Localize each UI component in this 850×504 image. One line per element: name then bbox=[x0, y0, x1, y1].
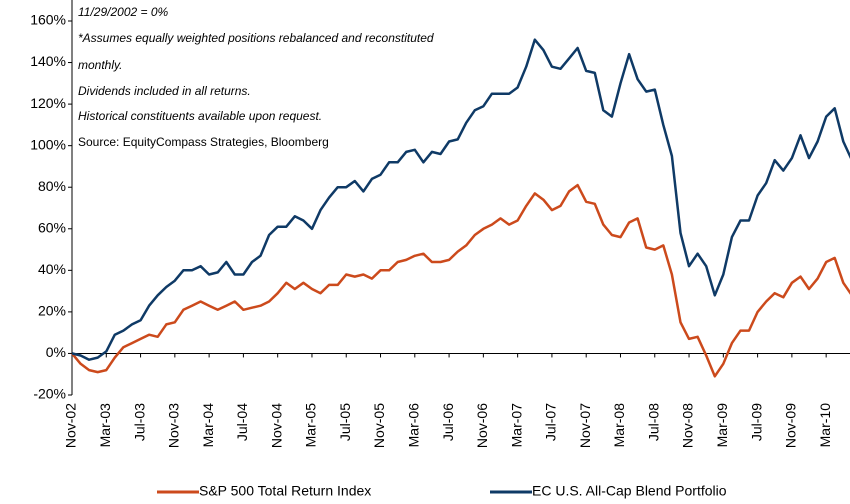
x-tick-label: Mar-08 bbox=[611, 403, 627, 448]
y-tick-label: 40% bbox=[38, 261, 66, 277]
x-tick-label: Mar-04 bbox=[200, 403, 216, 448]
y-tick-label: 140% bbox=[30, 53, 66, 69]
x-tick-label: Jul-09 bbox=[748, 403, 764, 441]
x-tick-label: Jul-07 bbox=[543, 403, 559, 441]
x-tick-label: Nov-03 bbox=[166, 403, 182, 448]
x-tick-label: Nov-05 bbox=[371, 403, 387, 448]
x-tick-label: Jul-04 bbox=[234, 403, 250, 441]
y-tick-label: 160% bbox=[30, 12, 66, 28]
annotation: Historical constituents available upon r… bbox=[78, 109, 322, 123]
y-tick-label: 20% bbox=[38, 303, 66, 319]
y-tick-label: 60% bbox=[38, 219, 66, 235]
y-tick-label: 0% bbox=[46, 344, 66, 360]
x-tick-label: Mar-09 bbox=[714, 403, 730, 448]
legend-label: S&P 500 Total Return Index bbox=[199, 483, 371, 499]
series-line bbox=[71, 183, 850, 378]
y-tick-label: -20% bbox=[33, 386, 66, 402]
annotation: *Assumes equally weighted positions reba… bbox=[78, 31, 434, 45]
x-tick-label: Mar-07 bbox=[508, 403, 524, 448]
y-tick-label: 100% bbox=[30, 136, 66, 152]
x-tick-label: Jul-05 bbox=[337, 403, 353, 441]
series-line bbox=[71, 38, 850, 361]
x-tick-label: Jul-08 bbox=[645, 403, 661, 441]
x-tick-label: Nov-09 bbox=[783, 403, 799, 448]
annotation: Dividends included in all returns. bbox=[78, 84, 251, 98]
x-tick-label: Nov-08 bbox=[680, 403, 696, 448]
x-tick-label: Mar-06 bbox=[406, 403, 422, 448]
y-tick-label: 80% bbox=[38, 178, 66, 194]
x-tick-label: Nov-07 bbox=[577, 403, 593, 448]
x-tick-label: Jul-06 bbox=[440, 403, 456, 441]
y-tick-label: 120% bbox=[30, 95, 66, 111]
annotation: monthly. bbox=[78, 58, 122, 72]
x-tick-label: Mar-03 bbox=[97, 403, 113, 448]
legend-label: EC U.S. All-Cap Blend Portfolio bbox=[532, 483, 727, 499]
x-tick-label: Jul-03 bbox=[131, 403, 147, 441]
x-tick-label: Mar-05 bbox=[303, 403, 319, 448]
x-tick-label: Nov-04 bbox=[268, 403, 284, 448]
x-tick-label: Nov-02 bbox=[63, 403, 79, 448]
x-tick-label: Nov-06 bbox=[474, 403, 490, 448]
x-tick-label: Mar-10 bbox=[817, 403, 833, 448]
annotation: 11/29/2002 = 0% bbox=[78, 5, 169, 19]
annotation: Source: EquityCompass Strategies, Bloomb… bbox=[78, 135, 329, 149]
